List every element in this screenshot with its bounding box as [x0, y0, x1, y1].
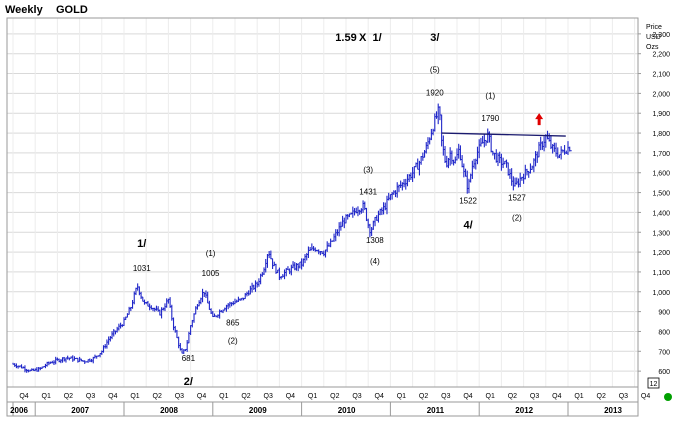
quarter-label: Q1: [397, 393, 406, 400]
wave-label: (4): [370, 257, 380, 266]
wave-label: 1/: [372, 32, 381, 44]
y-tick-label: 1,200: [652, 250, 670, 257]
quarter-label: Q2: [419, 393, 428, 400]
quarter-label: Q1: [42, 393, 51, 400]
year-label: 2012: [515, 406, 533, 415]
quarter-label: Q3: [619, 393, 628, 400]
y-tick-label: 1,100: [652, 270, 670, 277]
wave-label: (1): [485, 91, 495, 100]
wave-label: 4/: [464, 219, 473, 231]
y-tick-label: 1,000: [652, 290, 670, 297]
y-tick-label: 700: [658, 349, 670, 356]
year-label: 2006: [10, 406, 28, 415]
quarter-label: Q2: [241, 393, 250, 400]
wave-label: 865: [226, 319, 240, 328]
quarter-label: Q3: [175, 393, 184, 400]
y-tick-label: 1,600: [652, 171, 670, 178]
quarter-label: Q4: [641, 393, 650, 400]
y-tick-label: 1,800: [652, 131, 670, 138]
y-tick-label: 1,500: [652, 191, 670, 198]
quarter-label: Q1: [308, 393, 317, 400]
wave-label: (5): [430, 66, 440, 75]
value-box: [647, 377, 660, 389]
price-series: [12, 103, 572, 373]
price-axis-title: USD: [646, 34, 661, 41]
price-axis-title: Price: [646, 24, 662, 31]
quarter-label: Q3: [530, 393, 539, 400]
year-label: 2013: [604, 406, 622, 415]
plot-frame: [6, 17, 639, 417]
resistance-trendline: [441, 132, 566, 137]
quarter-label: Q4: [197, 393, 206, 400]
resistance-and-arrow: [441, 113, 566, 137]
wave-label: 681: [182, 354, 196, 363]
wave-label: (1): [206, 249, 216, 258]
quarter-label: Q4: [19, 393, 28, 400]
price-axis-title: Ozs: [646, 44, 659, 51]
quarter-label: Q2: [330, 393, 339, 400]
quarter-label: Q4: [286, 393, 295, 400]
wave-label: 1005: [202, 269, 220, 278]
y-tick-label: 2,300: [652, 32, 670, 39]
wave-label: (2): [228, 336, 238, 345]
quarter-label: Q1: [130, 393, 139, 400]
quarter-label: Q3: [352, 393, 361, 400]
y-tick-label: 800: [658, 329, 670, 336]
grid-layer: [7, 18, 638, 387]
year-band: [6, 401, 639, 417]
timeframe-label: Weekly: [5, 4, 43, 16]
wave-annotations: 1.59 X 1/3/ (5) 1920 (1) 1790 (3) 1431 1522 1527 4/…: [133, 32, 527, 388]
y-tick-label: 1,900: [652, 111, 670, 118]
y-tick-label: 600: [658, 369, 670, 376]
quarter-label: Q1: [574, 393, 583, 400]
quarter-label: Q2: [597, 393, 606, 400]
value-box-label: 12: [650, 381, 658, 388]
price-axis: Price USD Ozs 600 700 800 900 1,000 1,100 1,200 1,…: [638, 24, 672, 401]
year-label: 2011: [427, 406, 445, 415]
quarter-label: Q1: [219, 393, 228, 400]
wave-label: (2): [512, 213, 522, 222]
quarter-label: Q4: [552, 393, 561, 400]
quarter-label: Q4: [463, 393, 472, 400]
up-arrow-icon: [535, 113, 544, 126]
quarter-label: Q2: [508, 393, 517, 400]
quarter-label: Q4: [375, 393, 384, 400]
year-label: 2007: [71, 406, 89, 415]
wave-label: 1527: [508, 194, 526, 203]
y-tick-label: 1,300: [652, 230, 670, 237]
status-indicator: [664, 393, 672, 401]
quarter-label: Q2: [64, 393, 73, 400]
y-tick-label: 2,100: [652, 72, 670, 79]
y-tick-label: 1,700: [652, 151, 670, 158]
y-tick-label: 2,000: [652, 91, 670, 98]
time-axis: Q4 Q1 Q2 Q3 Q4 Q1 Q2 Q3 Q4 Q1 Q2 Q3 Q4 Q1 Q2 Q3 Q4 Q1 Q2 Q3…: [10, 393, 650, 416]
quarter-band: [6, 386, 639, 403]
wave-label: 1431: [359, 188, 377, 197]
wave-label: X: [359, 32, 367, 44]
wave-label: 2/: [184, 376, 193, 388]
y-tick-label: 1,400: [652, 210, 670, 217]
wave-label: 3/: [430, 32, 439, 44]
wave-label: 1031: [133, 264, 151, 273]
wave-label: 1308: [366, 236, 384, 245]
year-label: 2008: [160, 406, 178, 415]
quarter-label: Q4: [108, 393, 117, 400]
wave-label: (3): [363, 166, 373, 175]
wave-label: 1/: [137, 238, 146, 250]
wave-label: 1522: [459, 196, 477, 205]
quarter-label: Q2: [153, 393, 162, 400]
symbol-label: GOLD: [56, 4, 88, 16]
quarter-label: Q3: [86, 393, 95, 400]
quarter-label: Q1: [486, 393, 495, 400]
quarter-label: Q3: [441, 393, 450, 400]
year-label: 2009: [249, 406, 267, 415]
year-label: 2010: [338, 406, 356, 415]
quarter-label: Q3: [264, 393, 273, 400]
y-tick-label: 900: [658, 310, 670, 317]
wave-label: 1920: [426, 88, 444, 97]
y-tick-label: 2,200: [652, 52, 670, 59]
wave-label: 1.59: [335, 32, 356, 44]
wave-label: 1790: [481, 114, 499, 123]
